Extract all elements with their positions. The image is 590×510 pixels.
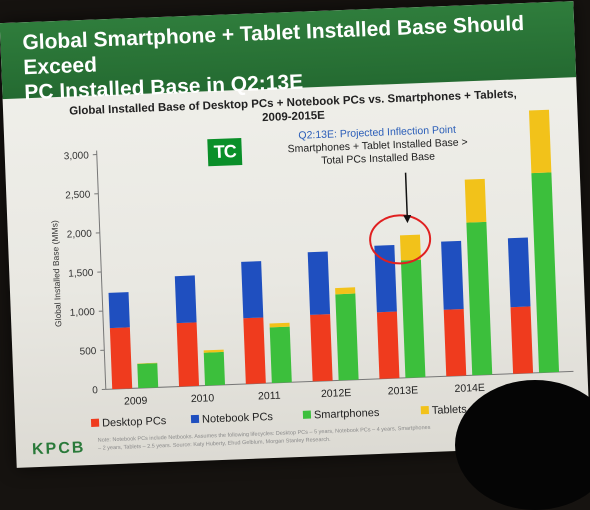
bar-notebook-2015e (508, 238, 531, 308)
y-tick-label: 1,500 (68, 268, 94, 280)
legend-item: Desktop PCs (91, 415, 167, 430)
bar-smartphones-2012e (335, 294, 358, 381)
legend-swatch (303, 411, 311, 419)
bar-desktop-2009 (110, 327, 132, 389)
bar-desktop-2010 (177, 322, 199, 386)
legend-item: Tablets (421, 404, 467, 418)
legend-label: Tablets (432, 404, 467, 417)
bar-smartphones-2011 (270, 327, 292, 383)
legend-label: Desktop PCs (102, 415, 167, 429)
y-axis-label: Global Installed Base (MMs) (49, 220, 63, 327)
bar-notebook-2012e (308, 252, 330, 315)
legend-swatch (421, 406, 429, 414)
y-tick-label: 3,000 (64, 150, 90, 162)
x-tick-label: 2011 (258, 390, 281, 403)
bar-smartphones-2009 (137, 363, 158, 388)
y-tick-label: 2,500 (65, 189, 91, 201)
bar-notebook-2009 (109, 292, 130, 328)
annotation-arrow-line (406, 173, 408, 217)
x-tick-label: 2014E (454, 382, 485, 395)
bar-smartphones-2015e (531, 172, 559, 372)
bar-desktop-2012e (310, 314, 333, 381)
bar-desktop-2011 (243, 317, 266, 384)
legend-label: Notebook PCs (202, 411, 273, 426)
legend-item: Notebook PCs (191, 411, 273, 426)
bar-tablets-2011 (270, 323, 290, 328)
bar-tablets-2015e (529, 110, 551, 173)
x-tick-label: 2013E (388, 384, 419, 397)
y-tick-label: 500 (79, 346, 97, 358)
bar-desktop-2013e (377, 312, 400, 379)
bar-smartphones-2013e (401, 260, 425, 378)
bar-notebook-2011 (241, 261, 263, 318)
y-tick-label: 0 (92, 385, 98, 396)
y-tick-label: 1,000 (70, 307, 96, 319)
bar-desktop-2014e (444, 309, 467, 376)
x-tick-label: 2009 (124, 395, 148, 408)
legend-swatch (191, 415, 199, 423)
techcrunch-logo: TC (207, 138, 242, 166)
y-tick-label: 2,000 (67, 229, 93, 241)
annotation-arrow-head (403, 215, 411, 223)
bar-smartphones-2014e (466, 222, 492, 375)
bar-smartphones-2010 (204, 352, 225, 386)
bar-desktop-2015e (511, 306, 534, 373)
x-tick-label: 2010 (191, 392, 215, 405)
y-axis-line (97, 151, 106, 390)
kpcb-logo: KPCB (32, 439, 86, 459)
bar-tablets-2014e (465, 179, 487, 223)
bar-tablets-2013e (400, 235, 421, 261)
x-tick-label: 2012E (321, 387, 352, 400)
bar-tablets-2012e (335, 287, 355, 294)
legend-label: Smartphones (314, 407, 380, 422)
legend-item: Smartphones (303, 407, 380, 422)
legend-swatch (91, 419, 99, 427)
bar-notebook-2014e (441, 241, 464, 310)
bar-notebook-2010 (175, 275, 197, 323)
